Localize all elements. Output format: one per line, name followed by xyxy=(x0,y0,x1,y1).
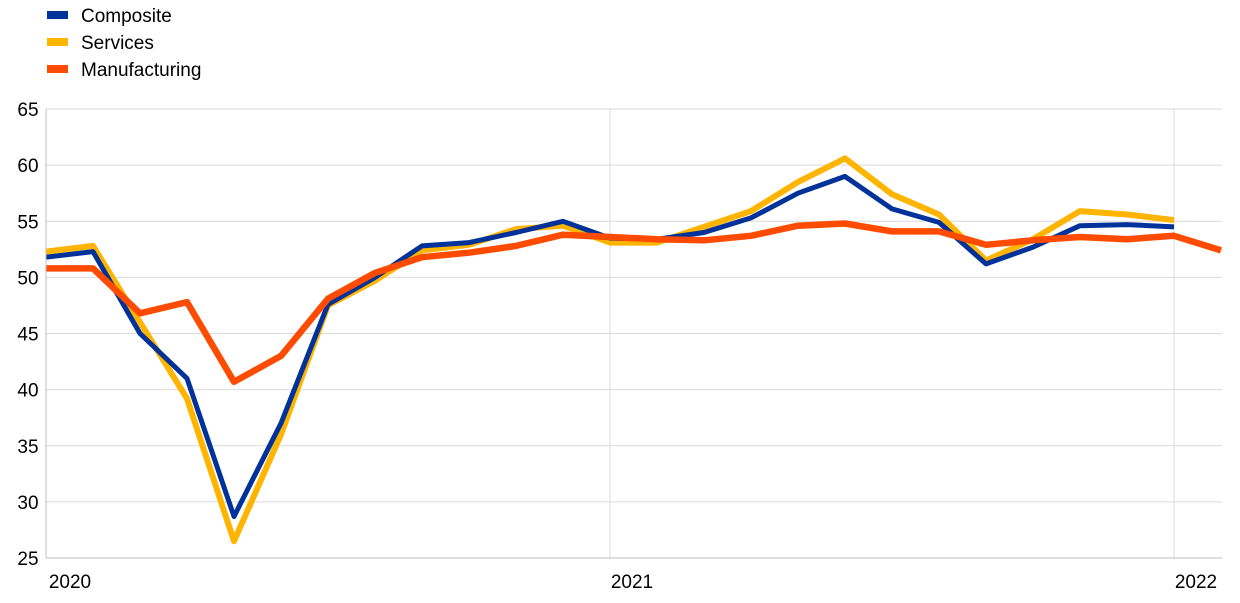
y-tick-label: 30 xyxy=(17,493,38,514)
legend-label-manufacturing: Manufacturing xyxy=(81,60,201,81)
series-layer xyxy=(45,155,1222,545)
series-line-manufacturing xyxy=(46,220,1222,386)
legend-label-services: Services xyxy=(81,33,154,54)
x-tick-label: 2020 xyxy=(49,572,91,593)
x-tick-label: 2022 xyxy=(1175,572,1217,593)
x-tick-label: 2021 xyxy=(611,572,653,593)
y-tick-label: 50 xyxy=(17,268,38,289)
y-tick-label: 55 xyxy=(17,212,38,233)
y-tick-label: 45 xyxy=(17,325,38,346)
legend-swatch-manufacturing xyxy=(47,65,68,73)
y-tick-label: 65 xyxy=(17,100,38,121)
legend: Composite Services Manufacturing xyxy=(47,6,201,81)
y-tick-label: 40 xyxy=(17,381,38,402)
grid-layer xyxy=(46,108,1222,558)
axis-layer: 25 30 35 40 45 50 55 60 65 2020 2021 2022 xyxy=(17,100,1222,593)
y-tick-label: 60 xyxy=(17,156,38,177)
y-tick-label: 25 xyxy=(17,549,38,570)
legend-swatch-services xyxy=(47,38,68,46)
series-line-services xyxy=(45,155,1175,545)
y-tick-label: 35 xyxy=(17,437,38,458)
legend-swatch-composite xyxy=(47,11,68,19)
legend-label-composite: Composite xyxy=(81,6,172,27)
